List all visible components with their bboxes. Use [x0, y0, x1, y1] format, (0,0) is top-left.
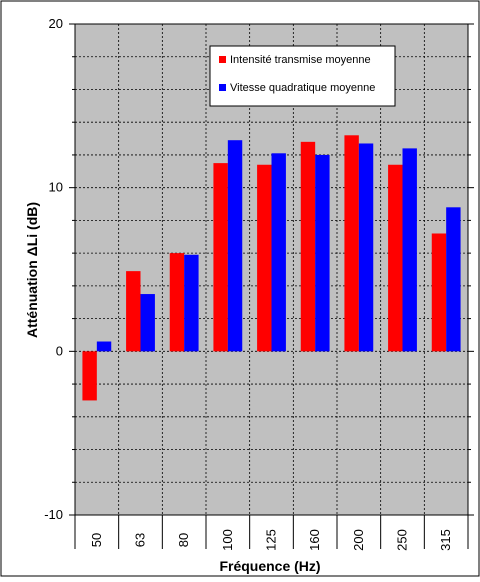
bar-intensite-50 — [82, 351, 97, 401]
legend-swatch — [219, 84, 226, 91]
bar-vitesse-315 — [446, 207, 461, 352]
legend-label: Intensité transmise moyenne — [230, 54, 371, 66]
bar-vitesse-160 — [315, 154, 330, 352]
x-tick-label: 250 — [395, 529, 410, 551]
bar-intensite-315 — [431, 233, 447, 352]
bar-intensite-100 — [213, 163, 228, 352]
bar-intensite-160 — [300, 141, 316, 352]
y-axis-title: Atténuation ΔLi (dB) — [24, 202, 40, 338]
x-axis-title: Fréquence (Hz) — [219, 558, 320, 574]
legend-box — [209, 45, 396, 107]
bar-vitesse-63 — [140, 294, 155, 352]
x-tick-label: 200 — [351, 529, 366, 551]
x-tick-label: 315 — [438, 529, 453, 551]
x-tick-label: 160 — [307, 529, 322, 551]
bar-intensite-125 — [257, 164, 272, 352]
y-tick-label: 10 — [49, 180, 63, 195]
legend-label: Vitesse quadratique moyenne — [230, 82, 375, 94]
plot-border — [74, 23, 469, 516]
y-tick-label: 0 — [56, 343, 63, 358]
legend-swatch — [219, 56, 226, 63]
y-tick-label: -10 — [44, 507, 63, 522]
bar-vitesse-100 — [227, 140, 243, 352]
x-tick-label: 50 — [89, 533, 104, 547]
bar-vitesse-200 — [358, 143, 374, 352]
x-tick-label: 80 — [176, 533, 191, 547]
bar-intensite-250 — [388, 164, 403, 352]
bar-vitesse-50 — [96, 341, 112, 352]
bar-intensite-80 — [169, 253, 185, 352]
bar-vitesse-80 — [184, 254, 199, 352]
bar-vitesse-125 — [271, 153, 286, 352]
x-tick-label: 100 — [220, 529, 235, 551]
x-tick-label: 125 — [264, 529, 279, 551]
y-tick-label: 20 — [49, 16, 63, 31]
bar-vitesse-250 — [402, 148, 417, 352]
bar-intensite-63 — [126, 271, 141, 352]
bar-intensite-200 — [344, 135, 359, 352]
x-tick-label: 63 — [133, 533, 148, 547]
